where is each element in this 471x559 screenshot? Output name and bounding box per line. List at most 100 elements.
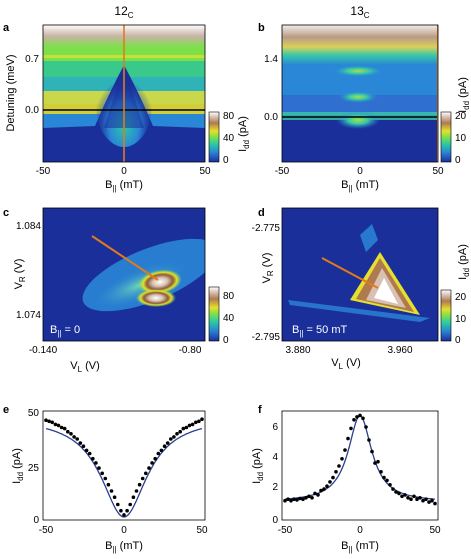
xtick-f-0: -50 [278, 525, 293, 536]
data-point-e-18 [100, 471, 104, 476]
data-point-e-0 [44, 418, 48, 423]
cbar-tick-a-1: 40 [223, 133, 235, 144]
ytick-c-1: 1.074 [16, 310, 41, 321]
data-point-e-36 [156, 451, 161, 456]
data-point-f-49 [430, 498, 434, 503]
data-point-e-49 [197, 419, 201, 424]
data-point-f-19 [340, 457, 344, 461]
ylabel-e: Idd (pA) [11, 448, 25, 484]
data-point-e-4 [56, 423, 61, 428]
panel-d: d B|| = 50 mT VR (V) -2.775 -2.795 3.880… [252, 207, 471, 371]
data-point-e-10 [75, 437, 79, 441]
data-point-f-13 [322, 487, 326, 491]
colorbar-a [208, 111, 220, 163]
data-point-f-37 [394, 490, 398, 494]
data-point-f-44 [415, 497, 419, 502]
data-point-f-15 [328, 480, 332, 484]
cbar-tick-b-2: 0 [455, 155, 461, 166]
panel-e: e Idd (pA) 50 25 0 -50 0 50 B|| (mT) [3, 404, 208, 554]
fit-curve-e [45, 427, 203, 518]
data-point-f-41 [406, 496, 410, 500]
data-point-e-34 [150, 461, 154, 465]
ytick-c-0: 1.084 [16, 221, 41, 232]
panel-letter-a: a [3, 22, 10, 34]
data-point-f-45 [418, 496, 422, 500]
ytick-b-0: 1.4 [264, 54, 278, 65]
data-point-f-16 [331, 475, 335, 480]
cbar-tick-c-1: 40 [223, 313, 235, 324]
fit-curve-f [284, 414, 436, 500]
panel-f: f Idd (pA) 6 4 2 0 -50 0 50 B|| (mT) [251, 404, 441, 554]
cbar-tick-a-2: 0 [223, 155, 229, 166]
data-point-f-23 [352, 418, 356, 422]
data-point-f-27 [364, 425, 368, 429]
data-point-f-24 [355, 415, 359, 419]
plot-f-marks [283, 413, 437, 506]
heatmap-c [43, 208, 205, 341]
data-point-f-46 [421, 498, 425, 503]
data-point-e-38 [162, 444, 167, 449]
data-point-e-17 [97, 466, 101, 470]
data-point-f-17 [334, 470, 338, 474]
data-point-f-0 [283, 498, 287, 503]
cbar-tick-c-2: 0 [223, 335, 229, 346]
data-point-f-11 [316, 493, 320, 497]
data-point-f-2 [289, 498, 293, 503]
colorbar-d [440, 289, 452, 342]
plot-frame-f [281, 410, 439, 521]
data-point-e-1 [47, 419, 51, 424]
data-point-f-43 [412, 494, 416, 499]
data-point-f-34 [385, 478, 389, 483]
cbar-tick-d-0: 20 [455, 292, 467, 303]
data-point-e-12 [81, 444, 86, 449]
data-point-f-4 [295, 498, 299, 502]
data-point-e-16 [94, 461, 98, 465]
col-title-13c: 13C [350, 4, 369, 20]
data-point-e-11 [78, 441, 83, 445]
cbar-label-a: Idd (pA) [237, 116, 251, 152]
data-point-f-42 [409, 497, 413, 502]
cbar-tick-b-1: 10 [455, 133, 467, 144]
xlabel-e: B|| (mT) [105, 540, 143, 554]
data-point-f-33 [382, 475, 386, 480]
xtick-c-0: -0.140 [29, 345, 58, 356]
data-point-f-8 [307, 494, 311, 499]
xlabel-a: B|| (mT) [105, 179, 143, 193]
data-point-e-30 [137, 482, 142, 487]
data-point-f-26 [361, 416, 365, 421]
xtick-a-2: 50 [199, 166, 211, 177]
data-point-e-7 [66, 429, 70, 434]
col-title-12c: 12C [114, 4, 133, 20]
data-point-f-18 [337, 464, 341, 468]
data-point-e-43 [178, 429, 182, 434]
xtick-d-1: 3.960 [387, 345, 412, 356]
data-point-e-21 [109, 489, 114, 493]
xtick-e-0: -50 [39, 525, 54, 536]
data-point-e-47 [190, 422, 195, 427]
ylabel-f: Idd (pA) [251, 448, 265, 484]
data-point-f-12 [319, 488, 323, 493]
ytick-f-0: 6 [272, 422, 278, 433]
panel-b: b 1.4 0.0 -50 0 50 B|| (mT) 20 10 0 Idd … [258, 22, 471, 193]
ytick-e-0: 50 [28, 408, 40, 419]
data-point-f-31 [376, 459, 380, 464]
panel-letter-b: b [258, 22, 265, 34]
xtick-e-2: 50 [196, 525, 208, 536]
data-point-e-15 [91, 456, 95, 461]
cbar-label-d: Idd (pA) [457, 244, 471, 280]
data-point-e-3 [53, 422, 58, 427]
panel-letter-c: c [3, 207, 9, 219]
data-point-f-5 [298, 496, 302, 501]
heatmap-b [282, 25, 438, 162]
data-point-e-23 [116, 502, 120, 507]
ylabel-c: VR (V) [13, 259, 27, 290]
data-point-f-48 [427, 500, 431, 504]
data-point-f-21 [346, 436, 350, 441]
data-point-f-10 [313, 491, 317, 496]
ylabel-a: Detuning (meV) [5, 54, 17, 131]
panel-letter-d: d [258, 207, 265, 219]
data-point-e-31 [140, 476, 145, 481]
data-point-e-25 [122, 513, 126, 517]
data-point-f-50 [433, 501, 437, 506]
